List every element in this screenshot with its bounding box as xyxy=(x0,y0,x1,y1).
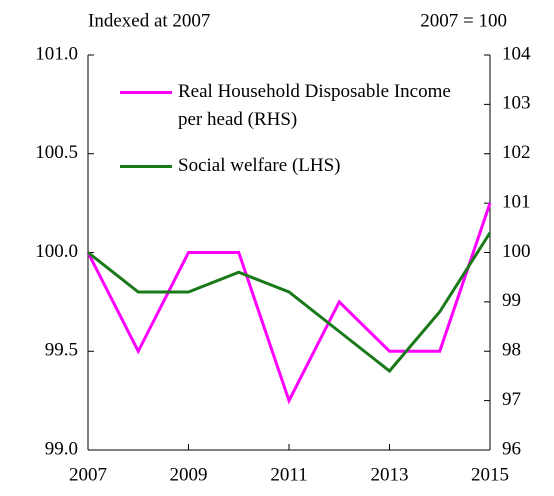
annotation: Indexed at 2007 xyxy=(88,10,210,31)
x-tick-label: 2009 xyxy=(170,464,208,485)
y-tick-label: 99.0 xyxy=(45,438,78,459)
legend-swatch xyxy=(120,165,172,168)
y2-tick-label: 104 xyxy=(502,43,531,64)
series-line xyxy=(87,231,492,374)
legend: Real Household Disposable Income per hea… xyxy=(120,78,478,198)
y2-tick-label: 98 xyxy=(502,340,521,361)
legend-entry: Social welfare (LHS) xyxy=(120,152,478,180)
y2-tick-label: 97 xyxy=(502,389,521,410)
legend-label: Social welfare (LHS) xyxy=(178,155,341,176)
y-tick-label: 101.0 xyxy=(35,43,78,64)
x-tick-label: 2013 xyxy=(371,464,409,485)
legend-entry: Real Household Disposable Income per hea… xyxy=(120,78,478,134)
y-tick-label: 100.5 xyxy=(35,142,78,163)
y2-tick-label: 100 xyxy=(502,241,531,262)
y-tick-label: 99.5 xyxy=(45,340,78,361)
y2-tick-label: 101 xyxy=(502,191,531,212)
y-tick-label: 100.0 xyxy=(35,241,78,262)
y2-tick-label: 103 xyxy=(502,93,531,114)
y2-tick-label: 96 xyxy=(502,438,521,459)
series-line xyxy=(86,202,492,405)
y2-tick-label: 99 xyxy=(502,290,521,311)
y2-tick-label: 102 xyxy=(502,142,531,163)
legend-label: Real Household Disposable Income per hea… xyxy=(178,81,451,130)
annotation: 2007 = 100 xyxy=(420,10,507,31)
x-tick-label: 2015 xyxy=(471,464,509,485)
legend-swatch xyxy=(120,91,172,94)
x-tick-label: 2007 xyxy=(69,464,107,485)
x-tick-label: 2011 xyxy=(270,464,307,485)
